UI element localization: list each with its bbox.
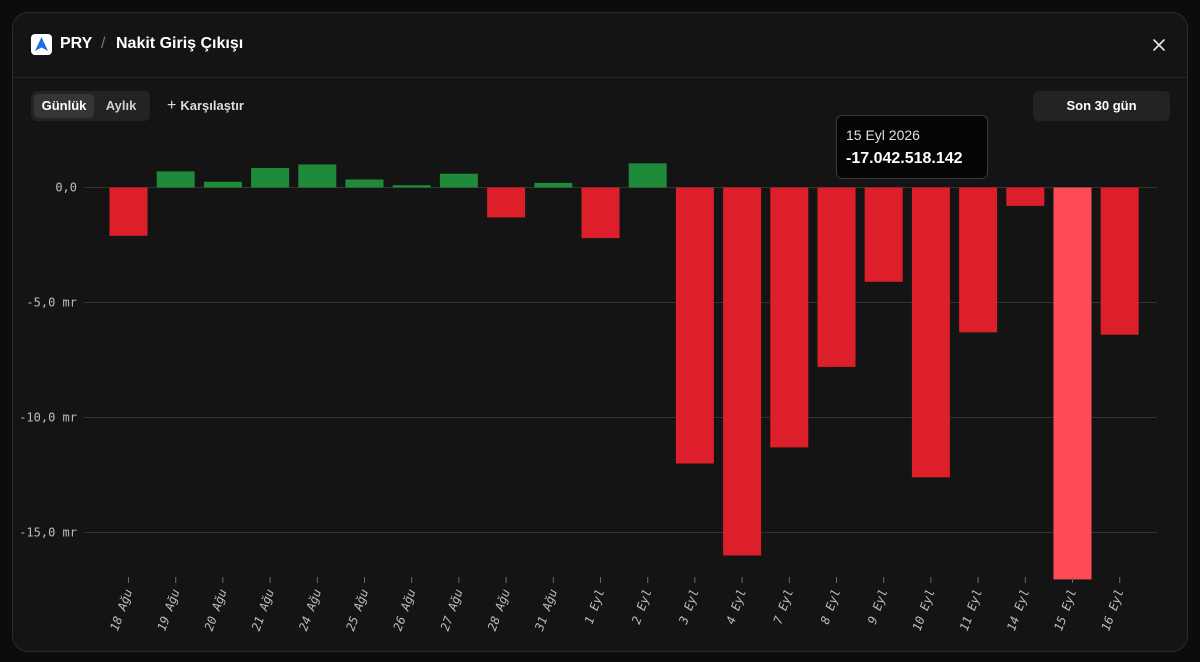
x-tick-label: 7 Eyl	[771, 587, 797, 626]
x-tick-label: 18 Ağu	[107, 587, 135, 633]
date-range-button[interactable]: Son 30 gün	[1033, 91, 1170, 121]
x-tick-label: 10 Eyl	[910, 587, 938, 633]
x-tick-label: 11 Eyl	[957, 587, 985, 633]
x-tick-label: 16 Eyl	[1099, 587, 1127, 633]
x-tick-label: 19 Ağu	[155, 587, 183, 633]
y-tick-label: 0,0	[55, 181, 77, 195]
bar[interactable]	[864, 187, 903, 282]
x-tick-label: 31 Ağu	[532, 587, 560, 633]
cash-flow-modal: PRY / Nakit Giriş Çıkışı Günlük Aylık + K…	[12, 12, 1188, 652]
x-tick-label: 28 Ağu	[485, 587, 513, 633]
x-tick-label: 24 Ağu	[296, 587, 324, 633]
bar[interactable]	[959, 187, 998, 333]
x-tick-label: 8 Eyl	[818, 587, 844, 626]
x-tick-label: 25 Ağu	[343, 587, 371, 633]
period-toggle: Günlük Aylık	[31, 91, 150, 121]
bar[interactable]	[770, 187, 809, 448]
bar[interactable]	[156, 171, 195, 188]
page-title: Nakit Giriş Çıkışı	[116, 35, 244, 52]
bar[interactable]	[581, 187, 620, 239]
bar[interactable]	[345, 179, 384, 188]
cash-flow-bar-chart: 0,0 -5,0 mr -10,0 mr -15,0 mr 18 Ağu 19 Ağu 20…	[19, 163, 1157, 634]
bar[interactable]	[911, 187, 950, 478]
tooltip-value: -17.042.518.142	[846, 150, 963, 167]
x-tick-label: 21 Ağu	[249, 587, 277, 633]
bar[interactable]	[1053, 187, 1092, 580]
bar[interactable]	[392, 185, 431, 188]
bar[interactable]	[251, 167, 290, 188]
close-icon[interactable]	[1149, 35, 1169, 55]
plus-icon: +	[167, 97, 177, 114]
bar[interactable]	[298, 164, 337, 188]
chart-tooltip: 15 Eyl 2026 -17.042.518.142	[836, 115, 988, 179]
breadcrumb-ticker[interactable]: PRY	[60, 35, 93, 52]
bar[interactable]	[1006, 187, 1045, 206]
y-tick-label: -10,0 mr	[19, 411, 77, 425]
y-tick-label: -5,0 mr	[26, 296, 77, 310]
modal-header: PRY / Nakit Giriş Çıkışı	[13, 13, 1187, 78]
x-tick-label: 15 Eyl	[1051, 587, 1079, 633]
x-tick-label: 4 Eyl	[723, 587, 749, 626]
bar[interactable]	[1100, 187, 1139, 335]
tooltip-date: 15 Eyl 2026	[846, 127, 920, 143]
x-tick-label: 20 Ağu	[202, 587, 230, 633]
x-tick-label: 3 Eyl	[676, 587, 702, 627]
bar[interactable]	[723, 187, 762, 556]
bar[interactable]	[628, 163, 667, 188]
bar[interactable]	[439, 173, 478, 188]
bar[interactable]	[675, 187, 714, 464]
bar[interactable]	[534, 182, 573, 188]
bar[interactable]	[817, 187, 856, 367]
x-tick-label: 1 Eyl	[582, 587, 608, 626]
breadcrumb-separator: /	[101, 35, 106, 52]
bar[interactable]	[487, 187, 526, 218]
period-monthly-button[interactable]: Aylık	[105, 98, 137, 113]
compare-label: Karşılaştır	[180, 98, 244, 113]
compare-button[interactable]: + Karşılaştır	[167, 91, 244, 121]
y-tick-label: -15,0 mr	[19, 526, 77, 540]
x-tick-label: 9 Eyl	[865, 587, 891, 626]
period-daily-button[interactable]: Günlük	[34, 94, 94, 118]
x-tick-label: 14 Eyl	[1004, 587, 1032, 633]
brand-logo-icon	[31, 34, 52, 55]
bar[interactable]	[109, 187, 148, 236]
bar[interactable]	[203, 181, 242, 188]
x-tick-label: 2 Eyl	[629, 587, 655, 626]
x-tick-label: 26 Ağu	[391, 587, 419, 633]
x-tick-label: 27 Ağu	[438, 587, 466, 633]
